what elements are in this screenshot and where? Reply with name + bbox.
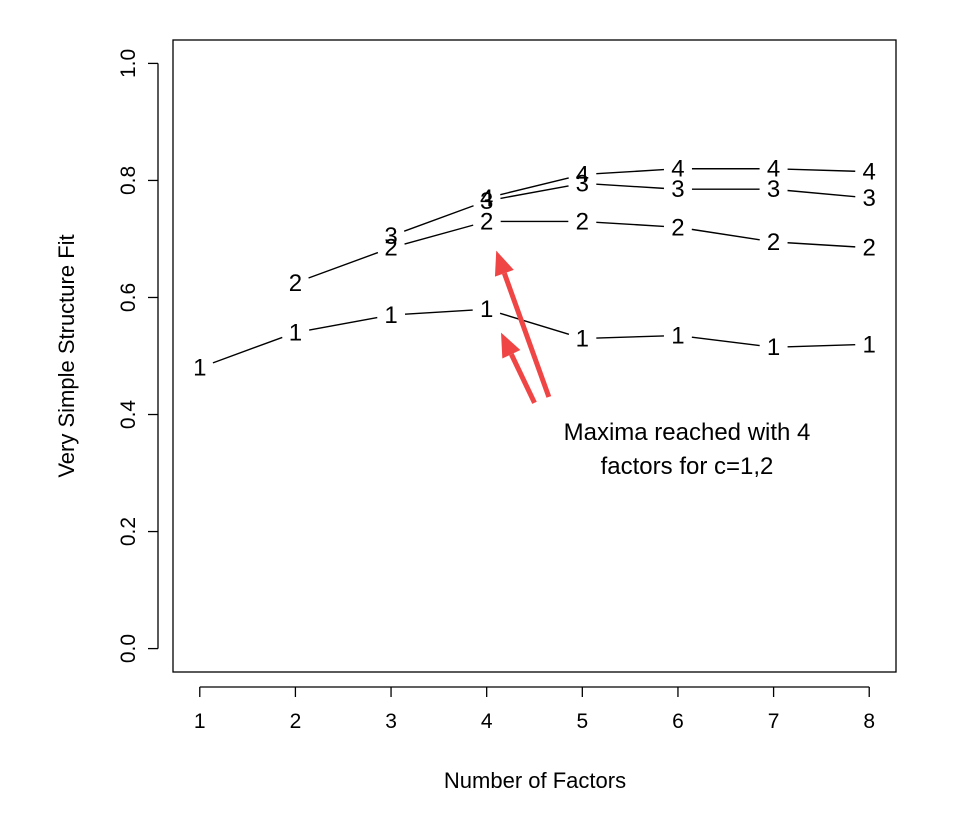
- x-tick-label: 7: [768, 710, 780, 733]
- series-3-point-label: 3: [863, 185, 876, 212]
- series-2-segment: [596, 221, 665, 228]
- y-tick-label: 0.0: [117, 634, 140, 663]
- annotation-line-1: Maxima reached with 4: [564, 419, 811, 446]
- series-2-point-label: 2: [671, 214, 684, 241]
- series-4-point-label: 4: [767, 156, 780, 183]
- y-tick-label: 0.4: [117, 400, 140, 430]
- x-axis: 1 2 3 4 5 6 7 8: [194, 686, 875, 733]
- x-tick-label: 8: [863, 710, 875, 733]
- series-1-segment: [309, 316, 378, 331]
- series-2: 2 2 2 2 2 2 2: [289, 208, 876, 296]
- series-2-segment: [691, 228, 760, 241]
- series-1-point-label: 1: [384, 302, 397, 329]
- series-3-point-label: 3: [384, 223, 397, 250]
- x-tick-label: 4: [481, 710, 493, 733]
- series-3-point-label: 3: [480, 188, 493, 215]
- series-1-segment: [212, 336, 283, 364]
- series-2-segment: [787, 242, 856, 248]
- series-4-point-label: 4: [671, 156, 684, 183]
- x-tick-label: 5: [576, 710, 588, 733]
- series-1-segment: [499, 312, 570, 336]
- series-4-segment: [500, 177, 569, 196]
- y-tick-label: 0.8: [117, 166, 140, 195]
- annotation: Maxima reached with 4 factors for c=1,2: [494, 250, 811, 480]
- annotation-line-2: factors for c=1,2: [601, 453, 774, 480]
- x-tick-label: 1: [194, 710, 206, 733]
- x-tick-label: 6: [672, 710, 684, 733]
- series-1-point-label: 1: [767, 334, 780, 361]
- series-4-point-label: 4: [480, 185, 493, 212]
- series-2-segment: [404, 224, 474, 245]
- series-1-segment: [404, 309, 473, 315]
- annotation-arrow-head-2: [494, 250, 514, 277]
- series-3-point-label: 3: [767, 176, 780, 203]
- series-4-segment: [596, 168, 665, 175]
- series-2-point-label: 2: [576, 208, 589, 235]
- series-4-point-label: 4: [576, 162, 589, 189]
- series-2-segment: [308, 251, 379, 279]
- series-4-segment: [787, 168, 856, 172]
- series-3-segment: [787, 189, 856, 198]
- series-1: 1 1 1 1 1 1 1 1: [193, 296, 876, 382]
- series-1-point-label: 1: [289, 320, 302, 347]
- y-tick-label: 1.0: [117, 49, 140, 78]
- series-1-point-label: 1: [671, 323, 684, 350]
- series-3-segment: [403, 205, 474, 232]
- series-3-segment: [500, 185, 569, 200]
- y-axis: 0.0 0.2 0.4 0.6 0.8 1.0: [117, 49, 159, 663]
- series-1-segment: [787, 344, 856, 348]
- series-3-point-label: 3: [671, 176, 684, 203]
- series-4: 4 4 4 4 4: [480, 156, 876, 212]
- y-axis-title: Very Simple Structure Fit: [54, 234, 79, 477]
- series-2-point-label: 2: [863, 235, 876, 262]
- series-1-point-label: 1: [576, 325, 589, 352]
- series-3: 3 3 3 3 3 3: [384, 170, 876, 250]
- series-1-segment: [596, 335, 664, 339]
- annotation-arrow-shaft-2: [502, 272, 552, 398]
- series-1-point-label: 1: [480, 296, 493, 323]
- series-1-point-label: 1: [863, 331, 876, 358]
- series-2-point-label: 2: [480, 208, 493, 235]
- series-3-segment: [596, 183, 665, 190]
- y-tick-label: 0.2: [117, 517, 140, 546]
- series-3-point-label: 3: [576, 170, 589, 197]
- series-1-segment: [691, 336, 760, 347]
- plot-frame: [172, 39, 897, 673]
- annotation-arrow-head-1: [501, 332, 521, 359]
- series-2-point-label: 2: [767, 229, 780, 256]
- x-axis-title: Number of Factors: [444, 768, 626, 793]
- x-tick-label: 3: [385, 710, 397, 733]
- series-4-point-label: 4: [863, 159, 876, 186]
- x-tick-label: 2: [290, 710, 302, 733]
- series-1-point-label: 1: [193, 355, 206, 382]
- series-2-point-label: 2: [289, 270, 302, 297]
- annotation-arrow-shaft-1: [509, 353, 537, 404]
- series-2-point-label: 2: [384, 235, 397, 262]
- y-tick-label: 0.6: [117, 283, 140, 312]
